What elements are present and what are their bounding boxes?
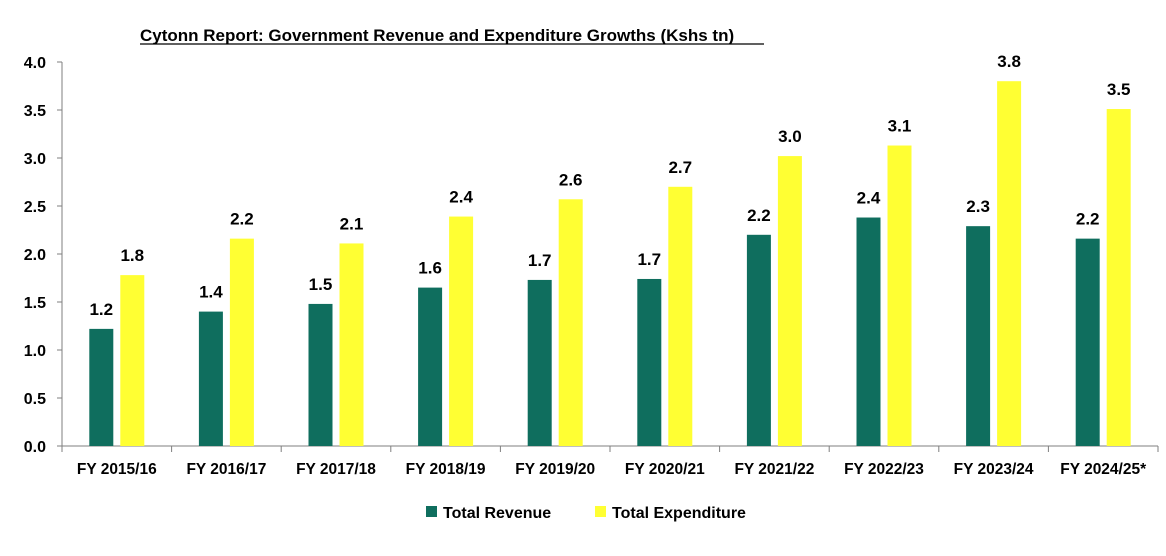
x-tick-label: FY 2017/18	[296, 461, 376, 478]
bar-total-revenue	[89, 328, 114, 446]
bar-total-expenditure	[668, 186, 693, 447]
bar-total-revenue	[527, 279, 552, 446]
data-label: 3.1	[888, 117, 912, 136]
data-label: 3.8	[997, 52, 1021, 71]
bar-total-expenditure	[339, 243, 364, 446]
bar-total-revenue	[746, 234, 771, 446]
y-tick-label: 3.5	[24, 103, 46, 120]
data-label: 2.2	[230, 210, 254, 229]
x-tick-label: FY 2016/17	[186, 461, 266, 478]
bar-total-revenue	[966, 226, 991, 446]
data-labels: 1.2 1.8 1.4 2.2 1.5 2.1 1.6 2.4 1.7 2.6 1.7 2.7 2.2 3…	[89, 52, 1130, 319]
bar-total-revenue	[198, 311, 223, 446]
y-tick-label: 2.0	[24, 247, 46, 264]
bars	[89, 81, 1131, 447]
data-label: 2.4	[857, 189, 881, 208]
data-label: 1.4	[199, 283, 223, 302]
legend-swatch	[426, 506, 437, 517]
bar-total-revenue	[308, 303, 333, 446]
x-axis: FY 2015/16 FY 2016/17 FY 2017/18 FY 2018/19…	[61, 445, 1159, 478]
bar-total-expenditure	[887, 145, 912, 446]
y-tick-label: 3.0	[24, 151, 46, 168]
data-label: 2.3	[966, 197, 990, 216]
y-axis: 0.0 0.5 1.0 1.5 2.0 2.5 3.0 3.5 4.0	[24, 55, 63, 456]
data-label: 3.5	[1107, 80, 1131, 99]
data-label: 1.8	[120, 246, 144, 265]
x-tick-label: FY 2024/25*	[1060, 461, 1147, 478]
data-label: 1.2	[89, 300, 113, 319]
bar-total-expenditure	[449, 216, 474, 446]
y-tick-label: 0.5	[24, 391, 46, 408]
data-label: 3.0	[778, 127, 802, 146]
data-label: 2.7	[668, 158, 692, 177]
y-tick-label: 1.5	[24, 295, 46, 312]
data-label: 1.6	[418, 259, 442, 278]
data-label: 1.5	[309, 275, 333, 294]
data-label: 2.4	[449, 188, 473, 207]
data-label: 2.6	[559, 170, 583, 189]
legend-label: Total Revenue	[443, 505, 551, 522]
bar-total-expenditure	[1106, 109, 1131, 446]
data-label: 2.2	[1076, 210, 1100, 229]
y-tick-label: 4.0	[24, 55, 46, 72]
legend: Total Revenue Total Expenditure	[426, 505, 746, 522]
bar-total-expenditure	[777, 156, 802, 446]
x-tick-label: FY 2015/16	[77, 461, 157, 478]
bar-total-revenue	[418, 287, 443, 446]
legend-label: Total Expenditure	[612, 505, 746, 522]
bar-total-revenue	[1075, 238, 1100, 446]
chart-title: Cytonn Report: Government Revenue and Ex…	[140, 26, 734, 45]
data-label: 2.2	[747, 206, 771, 225]
x-tick-label: FY 2018/19	[406, 461, 486, 478]
bar-total-expenditure	[558, 199, 583, 446]
x-tick-label: FY 2019/20	[515, 461, 595, 478]
data-label: 2.1	[340, 214, 364, 233]
bar-total-expenditure	[229, 238, 254, 446]
x-tick-label: FY 2022/23	[844, 461, 924, 478]
y-tick-label: 0.0	[24, 439, 46, 456]
bar-total-revenue	[637, 278, 662, 446]
x-tick-label: FY 2020/21	[625, 461, 705, 478]
data-label: 1.7	[528, 251, 552, 270]
bar-total-revenue	[856, 217, 881, 446]
bar-total-expenditure	[120, 275, 145, 446]
data-label: 1.7	[637, 250, 661, 269]
x-tick-label: FY 2023/24	[954, 461, 1034, 478]
y-tick-label: 1.0	[24, 343, 46, 360]
bar-total-expenditure	[997, 81, 1022, 446]
legend-swatch	[595, 506, 606, 517]
x-tick-label: FY 2021/22	[734, 461, 814, 478]
y-tick-label: 2.5	[24, 199, 46, 216]
